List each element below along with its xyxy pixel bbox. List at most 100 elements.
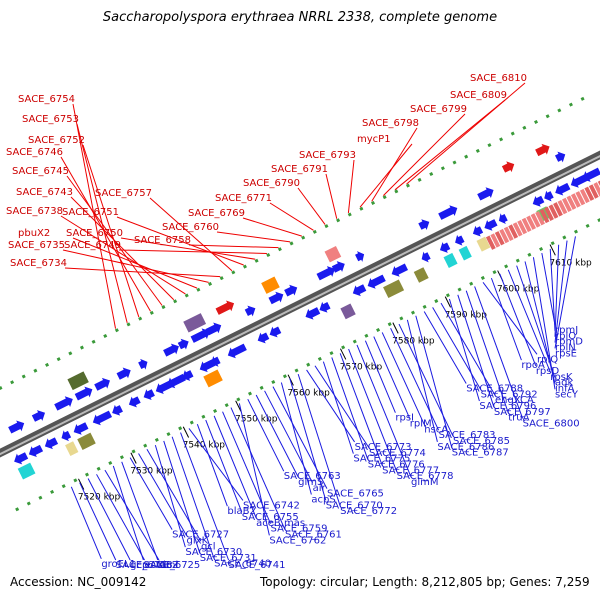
ribosomal-gene-block <box>517 219 528 235</box>
gene-feature-block <box>17 462 36 480</box>
bottom-leader-line <box>87 478 131 561</box>
ribosomal-gene-block <box>562 197 572 213</box>
bottom-leader-line <box>163 440 201 554</box>
bottom-leader-line <box>138 453 187 536</box>
bottom-gene-label: SACE_6741 <box>229 560 286 571</box>
gene-arrow-reverse <box>211 356 221 367</box>
bottom-leader-line <box>289 378 327 501</box>
bottom-gene-label: truA <box>508 413 529 424</box>
bottom-leader-line <box>554 240 568 343</box>
ruler-tick <box>444 296 452 308</box>
gene-feature-block <box>443 252 458 269</box>
bottom-leader-line <box>154 444 186 548</box>
bottom-leader-line <box>314 365 370 449</box>
bottom-leader-line <box>554 244 560 337</box>
top-leader-line <box>325 173 338 219</box>
bottom-gene-label: rplM <box>410 419 432 430</box>
bottom-gene-label: SACE_6727 <box>172 530 229 541</box>
bottom-leader-line <box>490 277 522 361</box>
top-leader-line <box>120 237 256 260</box>
top-gene-label: pbuX2 <box>18 228 50 239</box>
ribosomal-gene-block <box>553 202 563 217</box>
top-leader-line <box>72 103 117 329</box>
ruler-label: 7570 kbp <box>340 362 383 372</box>
ribosomal-gene-block <box>535 211 545 226</box>
gene-arrow-reverse <box>391 263 409 277</box>
top-gene-label: SACE_6752 <box>28 135 85 146</box>
top-leader-line <box>60 215 186 295</box>
gene-arrow-forward <box>8 420 25 434</box>
gene-arrow-reverse <box>227 343 247 359</box>
gene-arrow-reverse <box>352 284 367 297</box>
bottom-gene-label: rpmJ <box>555 325 578 336</box>
top-gene-label: SACE_6810 <box>470 73 527 84</box>
gene-arrow-forward-red <box>501 161 515 173</box>
bottom-gene-label: SACE_6787 <box>452 448 509 459</box>
gene-feature-block <box>413 267 429 283</box>
gene-feature-block <box>383 279 405 299</box>
ribosomal-gene-block <box>539 208 550 224</box>
bottom-gene-label: rplN <box>555 343 576 354</box>
gene-arrow-forward <box>163 343 179 357</box>
top-leader-line <box>116 216 244 266</box>
bottom-leader-line <box>297 373 341 507</box>
bottom-gene-label: gcp <box>130 560 148 571</box>
bottom-leader-line <box>364 340 396 413</box>
ribosomal-gene-block <box>508 224 519 239</box>
bottom-gene-label: SACE_6759 <box>271 524 328 535</box>
top-gene-label: SACE_6793 <box>299 150 356 161</box>
bottom-leader-line <box>255 394 299 478</box>
bottom-leader-line <box>432 307 482 390</box>
gene-arrow-forward <box>74 386 93 401</box>
bottom-gene-label: infA <box>555 383 575 394</box>
bottom-leader-line <box>230 407 286 530</box>
bottom-gene-label: rpsD <box>536 366 560 377</box>
top-gene-label: SACE_6746 <box>6 147 63 158</box>
ribosomal-gene-block <box>570 193 581 208</box>
bottom-leader-line <box>96 474 145 561</box>
bottom-leader-line <box>322 361 354 454</box>
gene-arrow-forward <box>138 358 148 370</box>
bottom-leader-line <box>121 461 159 561</box>
bottom-gene-label: rpsK <box>550 372 573 383</box>
ruler-tick <box>392 322 399 334</box>
gene-arrow-reverse <box>455 234 465 246</box>
bottom-gene-label: SACE_6797 <box>494 407 551 418</box>
top-gene-label: SACE_6749 <box>64 240 121 251</box>
ribosomal-gene-block <box>485 235 496 250</box>
top-gene-label: mycP1 <box>357 134 391 145</box>
gene-arrow-forward <box>554 151 566 163</box>
bottom-leader-line <box>280 382 312 495</box>
top-leader-line <box>149 197 233 272</box>
ruler-label: 7600 kbp <box>497 284 540 294</box>
top-gene-label: SACE_6771 <box>215 193 272 204</box>
bottom-gene-label: SACE_6776 <box>368 459 425 470</box>
gene-feature-block <box>77 432 96 450</box>
gene-arrow-forward <box>31 410 46 422</box>
bottom-leader-line <box>423 311 467 384</box>
accession-text: Accession: NC_009142 <box>10 575 147 589</box>
top-leader-line <box>269 202 314 231</box>
gene-arrow-reverse <box>257 332 270 344</box>
bottom-gene-label: rplO <box>555 331 576 342</box>
bottom-gene-label: SACE_6785 <box>453 436 510 447</box>
top-gene-label: SACE_6791 <box>271 164 328 175</box>
gene-arrow-reverse <box>421 251 431 263</box>
bottom-gene-label: SACE_6783 <box>439 430 496 441</box>
ribosomal-gene-block <box>544 206 554 221</box>
bottom-leader-line <box>238 403 270 536</box>
top-gene-label: SACE_6751 <box>62 207 119 218</box>
gene-arrow-reverse <box>14 452 29 465</box>
bottom-leader-line <box>272 386 328 489</box>
top-leader-line <box>359 143 413 208</box>
gene-arrow-reverse <box>319 301 331 313</box>
bottom-leader-line <box>507 269 551 372</box>
ribosomal-gene-block <box>548 204 559 219</box>
bottom-leader-line <box>406 319 438 442</box>
bottom-gene-label: rpoA <box>521 360 545 371</box>
bottom-gene-label: SACE_6800 <box>523 418 580 429</box>
bottom-leader-line <box>448 298 480 402</box>
gene-arrow-reverse <box>544 190 554 202</box>
bottom-leader-line <box>373 336 411 419</box>
